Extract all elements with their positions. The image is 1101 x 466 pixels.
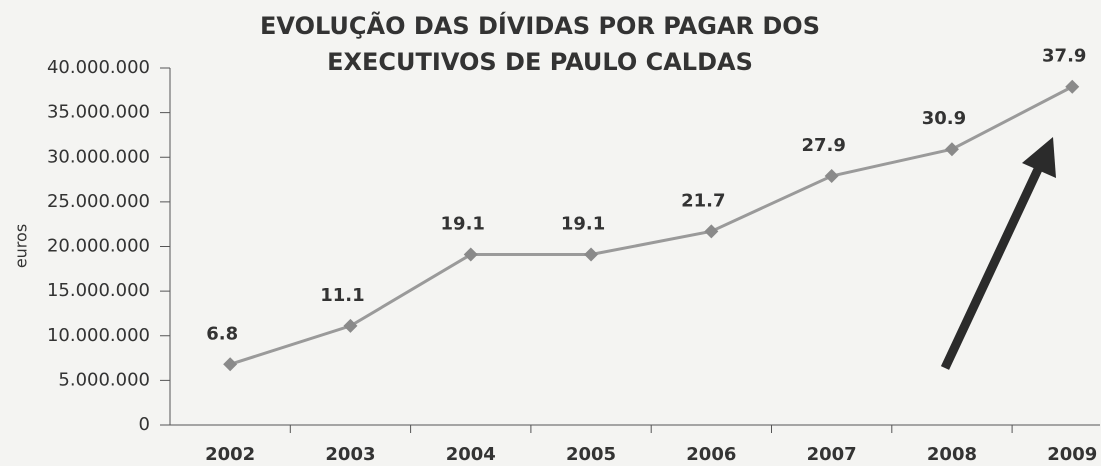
x-tick-label: 2004	[446, 444, 496, 465]
data-label: 19.1	[561, 214, 605, 235]
x-tick-label: 2006	[686, 444, 736, 465]
marker	[944, 142, 959, 157]
marker	[584, 247, 599, 262]
data-label: 6.8	[206, 323, 238, 344]
y-tick-label: 0	[139, 414, 150, 435]
chart-title: EVOLUÇÃO DAS DÍVIDAS POR PAGAR DOS EXECU…	[260, 12, 820, 76]
data-label: 11.1	[320, 285, 364, 306]
data-label: 21.7	[681, 190, 725, 211]
x-tick-label: 2009	[1047, 444, 1097, 465]
data-label: 37.9	[1042, 46, 1086, 67]
data-label: 30.9	[922, 108, 966, 129]
marker	[824, 168, 839, 183]
marker	[343, 318, 358, 333]
line	[229, 85, 1073, 366]
y-tick-label: 20.000.000	[47, 236, 150, 257]
marker	[223, 357, 238, 372]
y-tick-label: 10.000.000	[47, 325, 150, 346]
y-tick-label: 35.000.000	[47, 102, 150, 123]
x-tick-label: 2005	[566, 444, 616, 465]
data-label: 27.9	[801, 135, 845, 156]
marker	[463, 247, 478, 262]
x-tick-label: 2003	[325, 444, 375, 465]
y-tick-label: 40.000.000	[47, 57, 150, 78]
y-tick-label: 5.000.000	[58, 369, 150, 390]
x-tick-label: 2002	[205, 444, 255, 465]
y-tick-label: 25.000.000	[47, 191, 150, 212]
x-tick-label: 2007	[807, 444, 857, 465]
y-tick-label: 15.000.000	[47, 280, 150, 301]
arrow	[940, 137, 1056, 370]
x-tick-label: 2008	[927, 444, 977, 465]
y-tick-label: 30.000.000	[47, 146, 150, 167]
y-axis-label: euros	[12, 224, 31, 268]
data-label: 19.1	[441, 214, 485, 235]
marker	[704, 224, 719, 239]
marker	[1065, 79, 1080, 94]
